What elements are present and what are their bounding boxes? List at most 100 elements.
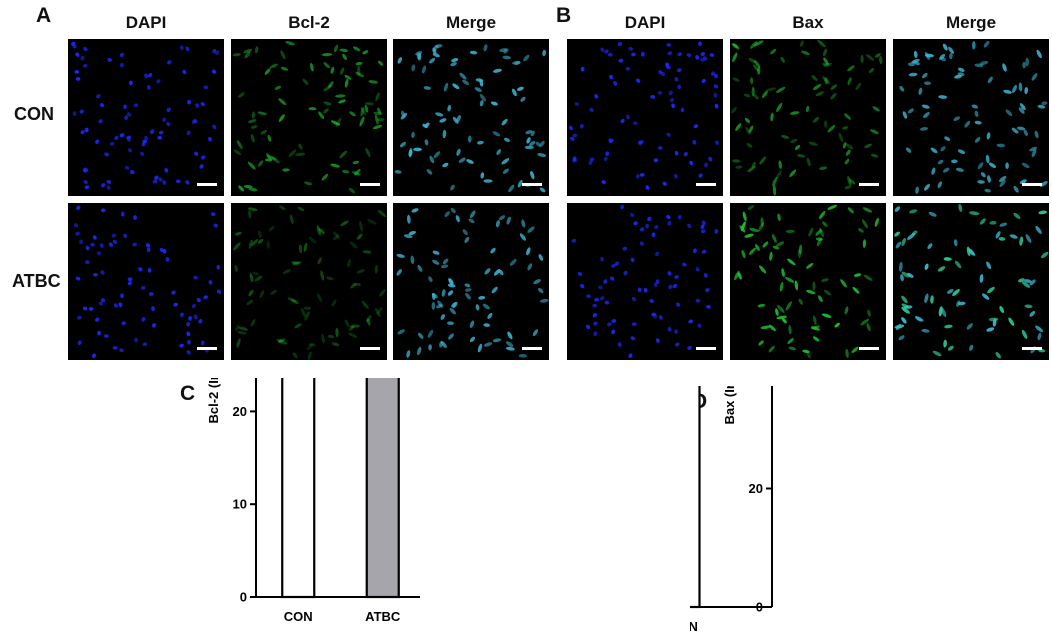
cell	[304, 311, 310, 321]
nucleus	[216, 289, 222, 294]
cell	[359, 220, 364, 232]
cell	[996, 143, 1006, 148]
nucleus	[568, 125, 574, 131]
cell	[948, 46, 955, 54]
cell	[943, 339, 947, 348]
cell	[503, 48, 509, 54]
nucleus	[79, 239, 84, 245]
cell	[802, 349, 810, 354]
cell	[479, 79, 484, 87]
cell	[801, 50, 810, 56]
cell	[396, 253, 405, 258]
cell	[348, 332, 358, 338]
micrograph-image	[571, 204, 719, 358]
cell	[870, 129, 879, 135]
cell	[234, 231, 242, 236]
nucleus	[107, 57, 113, 62]
nucleus	[167, 60, 172, 65]
cell	[818, 295, 823, 303]
cell	[424, 139, 429, 146]
cell	[777, 213, 781, 221]
cell	[790, 138, 798, 144]
cell	[980, 172, 986, 178]
cell	[751, 86, 755, 97]
nucleus	[639, 172, 645, 177]
nucleus	[700, 224, 705, 229]
nucleus	[623, 270, 628, 276]
cell	[250, 133, 255, 143]
nucleus	[119, 133, 125, 138]
nucleus	[162, 180, 167, 185]
cell	[823, 57, 829, 65]
y-tick-label: 0	[756, 600, 763, 615]
nucleus	[208, 279, 213, 285]
cell	[331, 299, 337, 307]
cell	[250, 125, 258, 129]
cell	[323, 108, 329, 114]
nucleus	[577, 271, 583, 277]
cell	[479, 100, 484, 107]
cell	[502, 55, 511, 60]
nucleus	[212, 48, 217, 54]
nucleus	[166, 121, 171, 127]
cell	[333, 44, 339, 53]
micrograph-image	[71, 41, 220, 191]
cell	[280, 50, 286, 60]
cell	[909, 209, 918, 214]
cell	[432, 259, 440, 265]
nucleus	[701, 220, 706, 226]
nucleus	[124, 115, 129, 121]
cell	[922, 72, 928, 79]
cell	[508, 184, 515, 193]
nucleus	[186, 321, 191, 327]
cell	[435, 112, 444, 117]
cell	[784, 277, 795, 283]
nucleus	[185, 180, 190, 185]
cell	[477, 140, 484, 145]
cell	[951, 159, 958, 164]
nucleus	[179, 343, 184, 348]
cell	[234, 265, 238, 273]
nucleus	[148, 72, 153, 78]
cell	[259, 290, 265, 299]
micrograph-b-con-merge	[893, 39, 1049, 196]
cell	[898, 261, 903, 272]
cell	[526, 137, 531, 144]
scale-bar	[360, 347, 380, 350]
cell	[331, 342, 340, 347]
cell	[735, 123, 742, 131]
cell	[526, 247, 531, 256]
nucleus	[654, 224, 659, 230]
nucleus	[157, 135, 163, 140]
cell	[999, 305, 1005, 314]
cell	[495, 220, 500, 228]
cell	[923, 111, 930, 119]
cell	[323, 84, 333, 92]
nucleus	[96, 251, 102, 256]
cell	[914, 315, 923, 322]
nucleus	[200, 340, 205, 346]
nucleus	[677, 84, 682, 90]
cell	[297, 206, 305, 212]
nucleus	[666, 65, 671, 70]
cell	[979, 60, 989, 66]
cell	[496, 149, 501, 155]
cell	[258, 160, 264, 167]
nucleus	[195, 103, 200, 108]
cell	[810, 326, 821, 331]
nucleus	[680, 107, 685, 113]
cell	[788, 325, 792, 335]
nucleus	[674, 77, 679, 82]
nucleus	[106, 179, 112, 184]
nucleus	[651, 232, 656, 238]
cell	[530, 170, 535, 180]
nucleus	[666, 42, 672, 47]
cell	[321, 52, 333, 57]
panel-letter-c: C	[180, 382, 196, 405]
nucleus	[194, 151, 199, 157]
cell	[335, 94, 346, 98]
nucleus	[101, 183, 106, 188]
nucleus	[79, 109, 85, 114]
cell	[499, 48, 508, 53]
cell	[972, 41, 976, 50]
